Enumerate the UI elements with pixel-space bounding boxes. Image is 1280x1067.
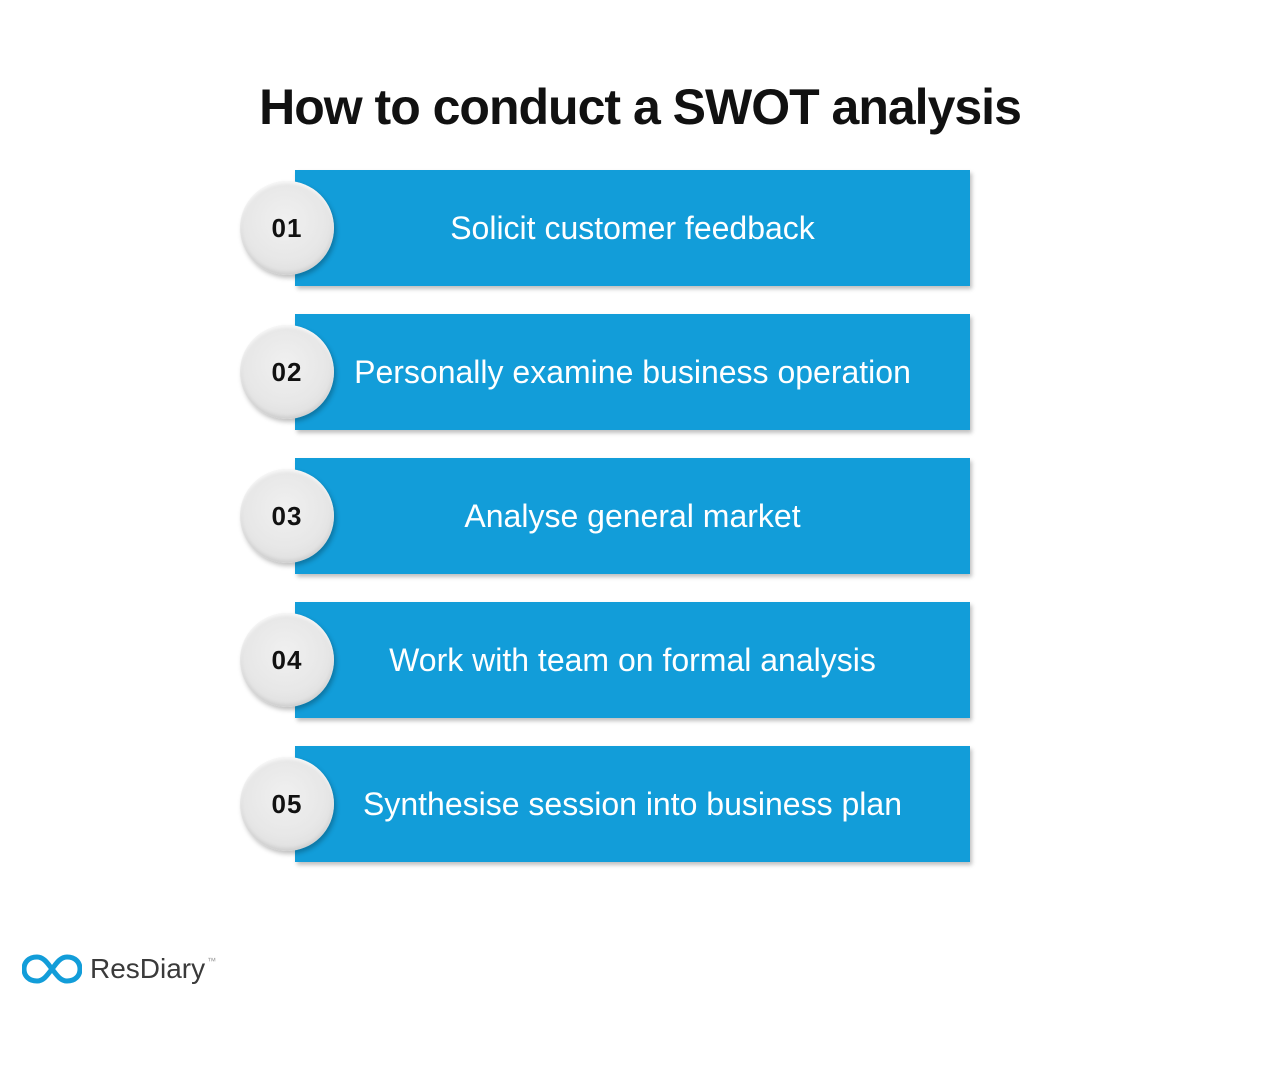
step-number: 05 — [272, 789, 303, 820]
step-label: Personally examine business operation — [354, 354, 911, 391]
step-badge: 01 — [240, 181, 334, 275]
step-number: 04 — [272, 645, 303, 676]
step-label: Solicit customer feedback — [450, 210, 815, 247]
step-row: 04 Work with team on formal analysis — [240, 602, 970, 718]
step-badge: 05 — [240, 757, 334, 851]
step-badge: 02 — [240, 325, 334, 419]
step-number: 03 — [272, 501, 303, 532]
step-number: 02 — [272, 357, 303, 388]
step-bar: Work with team on formal analysis — [295, 602, 970, 718]
step-row: 05 Synthesise session into business plan — [240, 746, 970, 862]
page-title: How to conduct a SWOT analysis — [0, 78, 1280, 136]
step-bar: Personally examine business operation — [295, 314, 970, 430]
step-bar: Synthesise session into business plan — [295, 746, 970, 862]
step-badge: 04 — [240, 613, 334, 707]
brand-text: ResDiary — [90, 953, 205, 984]
step-row: 01 Solicit customer feedback — [240, 170, 970, 286]
step-badge: 03 — [240, 469, 334, 563]
step-row: 03 Analyse general market — [240, 458, 970, 574]
step-label: Work with team on formal analysis — [389, 642, 876, 679]
step-row: 02 Personally examine business operation — [240, 314, 970, 430]
step-label: Synthesise session into business plan — [363, 786, 902, 823]
brand-logo: ResDiary™ — [22, 951, 214, 987]
resdiary-infinity-icon — [22, 951, 82, 987]
step-label: Analyse general market — [464, 498, 800, 535]
step-number: 01 — [272, 213, 303, 244]
steps-list: 01 Solicit customer feedback 02 Personal… — [240, 170, 970, 862]
brand-name: ResDiary™ — [90, 953, 214, 985]
trademark-symbol: ™ — [207, 956, 216, 966]
step-bar: Analyse general market — [295, 458, 970, 574]
step-bar: Solicit customer feedback — [295, 170, 970, 286]
